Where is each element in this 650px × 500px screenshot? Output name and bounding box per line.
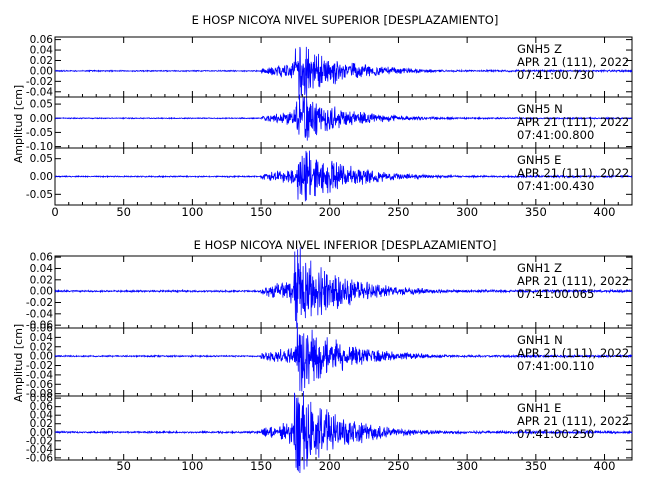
lower-title: E HOSP NICOYA NIVEL INFERIOR [DESPLAZAMI… bbox=[194, 238, 497, 252]
x-tick-label: 150 bbox=[250, 205, 272, 219]
upper-ylabel: Amplitud [cm] bbox=[12, 85, 25, 163]
x-tick-label: 350 bbox=[525, 205, 547, 219]
y-tick-label: 0.08 bbox=[30, 393, 53, 405]
waveform-line bbox=[54, 322, 633, 392]
trace-date: APR 21 (111), 2022 bbox=[517, 115, 629, 129]
trace-station-component: GNH5 E bbox=[517, 153, 561, 167]
y-tick-label: 0.00 bbox=[30, 351, 53, 363]
trace-station-component: GNH5 N bbox=[517, 102, 563, 116]
x-tick-label: 400 bbox=[594, 205, 616, 219]
trace-time: 07:41:00.430 bbox=[517, 179, 594, 193]
trace-date: APR 21 (111), 2022 bbox=[517, 166, 629, 180]
trace-panel-gnh1-n: 0.060.040.020.00-0.02-0.04-0.06-0.08GNH1… bbox=[26, 322, 633, 400]
y-tick-label: 0.04 bbox=[30, 45, 54, 57]
y-tick-label: 0.00 bbox=[30, 113, 53, 125]
x-tick-label: 250 bbox=[387, 459, 409, 473]
x-tick-label: 100 bbox=[181, 459, 203, 473]
trace-time: 07:41:00.250 bbox=[517, 427, 594, 441]
lower-ylabel: Amplitud [cm] bbox=[12, 324, 25, 402]
trace-date: APR 21 (111), 2022 bbox=[517, 274, 629, 288]
y-tick-label: -0.10 bbox=[26, 141, 53, 153]
y-tick-label: 0.04 bbox=[30, 410, 54, 422]
trace-date: APR 21 (111), 2022 bbox=[517, 346, 629, 360]
x-tick-label: 50 bbox=[116, 205, 131, 219]
x-tick-label: 300 bbox=[456, 205, 478, 219]
y-tick-label: -0.04 bbox=[26, 308, 53, 320]
waveform-line bbox=[54, 247, 633, 329]
y-tick-label: 0.04 bbox=[30, 263, 54, 275]
waveform-line bbox=[54, 46, 633, 100]
trace-time: 07:41:00.065 bbox=[517, 287, 594, 301]
trace-station-component: GNH5 Z bbox=[517, 42, 562, 56]
y-tick-label: -0.08 bbox=[26, 388, 53, 400]
trace-time: 07:41:00.730 bbox=[517, 68, 594, 82]
y-tick-label: -0.02 bbox=[26, 76, 53, 88]
x-tick-label: 200 bbox=[319, 205, 341, 219]
trace-panel-gnh1-e: 0.080.060.040.020.00-0.02-0.04-0.06 GNH1 … bbox=[26, 390, 633, 473]
x-tick-label: 250 bbox=[387, 205, 409, 219]
x-tick-label: 0 bbox=[51, 205, 58, 219]
x-tick-label: 100 bbox=[181, 205, 203, 219]
y-tick-label: -0.02 bbox=[26, 297, 53, 309]
y-tick-label: 0.06 bbox=[30, 252, 54, 264]
x-tick-label: 400 bbox=[594, 459, 616, 473]
y-tick-label: 0.04 bbox=[30, 332, 54, 344]
y-tick-label: 0.02 bbox=[30, 274, 53, 286]
y-tick-label: 0.02 bbox=[30, 418, 53, 430]
y-tick-label: -0.04 bbox=[26, 86, 53, 98]
y-tick-label: 0.00 bbox=[30, 427, 53, 439]
x-tick-label: 200 bbox=[319, 459, 341, 473]
waveform-line bbox=[54, 150, 633, 202]
trace-station-component: GNH1 Z bbox=[517, 261, 562, 275]
trace-station-component: GNH1 E bbox=[517, 401, 561, 415]
y-tick-label: -0.02 bbox=[26, 435, 53, 447]
x-tick-label: 300 bbox=[456, 459, 478, 473]
y-tick-label: -0.06 bbox=[26, 320, 53, 332]
x-tick-label: 50 bbox=[116, 459, 131, 473]
trace-date: APR 21 (111), 2022 bbox=[517, 55, 629, 69]
x-tick-label: 150 bbox=[250, 459, 272, 473]
y-tick-label: 0.00 bbox=[30, 171, 53, 183]
upper-title: E HOSP NICOYA NIVEL SUPERIOR [DESPLAZAMI… bbox=[192, 13, 499, 27]
y-tick-label: -0.05 bbox=[26, 189, 53, 201]
y-tick-label: -0.04 bbox=[26, 444, 53, 456]
y-tick-label: 0.02 bbox=[30, 341, 53, 353]
trace-time: 07:41:00.110 bbox=[517, 359, 594, 373]
y-tick-label: 0.06 bbox=[30, 401, 54, 413]
y-tick-label: 0.06 bbox=[30, 34, 54, 46]
y-tick-label: -0.04 bbox=[26, 369, 53, 381]
y-tick-label: 0.00 bbox=[30, 286, 53, 298]
x-tick-label: 350 bbox=[525, 459, 547, 473]
waveform-line bbox=[54, 94, 633, 141]
y-tick-label: -0.06 bbox=[26, 379, 53, 391]
y-tick-label: 0.02 bbox=[30, 55, 53, 67]
y-tick-label: 0.05 bbox=[30, 99, 53, 111]
trace-station-component: GNH1 N bbox=[517, 333, 563, 347]
y-tick-label: -0.02 bbox=[26, 360, 53, 372]
y-tick-label: 0.00 bbox=[30, 65, 53, 77]
trace-date: APR 21 (111), 2022 bbox=[517, 414, 629, 428]
y-tick-label: -0.05 bbox=[26, 127, 53, 139]
y-tick-label: 0.06 bbox=[30, 323, 54, 335]
y-tick-label: 0.05 bbox=[30, 153, 53, 165]
y-tick-label: -0.06 bbox=[26, 452, 53, 464]
trace-time: 07:41:00.800 bbox=[517, 128, 594, 142]
waveform-line bbox=[54, 390, 633, 473]
